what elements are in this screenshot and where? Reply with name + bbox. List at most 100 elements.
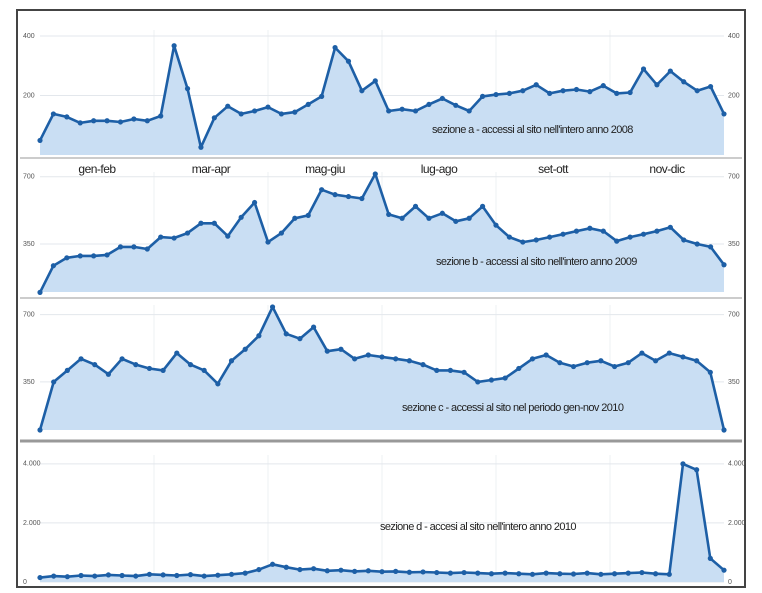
area-fill (40, 306, 724, 430)
point (447, 570, 453, 576)
point (359, 88, 365, 94)
point (529, 571, 536, 577)
point (584, 570, 590, 576)
point (225, 103, 231, 109)
y-tick-label: 350 (23, 379, 35, 386)
point (251, 108, 258, 114)
y2-tick-label: 350 (728, 379, 740, 386)
point (547, 90, 553, 96)
point (144, 246, 150, 252)
point (516, 571, 522, 577)
point (453, 102, 459, 108)
point (104, 118, 110, 124)
point (187, 362, 194, 368)
point (105, 371, 111, 377)
point (119, 356, 125, 362)
point (133, 573, 139, 579)
y2-tick-label: 2.000 (728, 520, 746, 527)
point (201, 367, 207, 373)
point (721, 111, 727, 117)
point (598, 571, 604, 577)
point (292, 215, 298, 221)
point (131, 244, 137, 250)
point (160, 572, 166, 578)
point (160, 367, 166, 373)
point (51, 573, 57, 579)
point (520, 88, 526, 94)
point (251, 199, 258, 206)
point (51, 379, 57, 385)
point (420, 569, 426, 575)
point (543, 570, 549, 576)
point (91, 118, 97, 124)
point (133, 362, 139, 368)
period-label: set-ott (538, 162, 569, 176)
point (533, 82, 539, 88)
point (479, 93, 486, 99)
point (639, 350, 645, 356)
point (64, 255, 70, 261)
point (502, 375, 508, 381)
point (475, 570, 481, 576)
point (694, 467, 700, 473)
point (533, 237, 539, 243)
annotation: sezione c - accessi al sito nel periodo … (402, 402, 624, 414)
point (488, 377, 495, 383)
point (560, 88, 566, 94)
point (174, 572, 180, 579)
point (721, 427, 727, 433)
y-tick-label: 700 (23, 174, 35, 181)
point (488, 571, 495, 577)
point (146, 365, 153, 372)
point (158, 113, 164, 119)
point (297, 336, 303, 342)
point (625, 360, 631, 366)
point (211, 220, 217, 226)
point (338, 567, 344, 573)
point (573, 228, 580, 234)
point (92, 573, 98, 579)
point (466, 108, 472, 114)
point (50, 111, 57, 117)
point (529, 356, 536, 362)
point (681, 79, 687, 85)
point (359, 195, 365, 202)
point (557, 360, 563, 366)
point (434, 569, 440, 576)
point (297, 566, 303, 573)
area-fill (40, 173, 724, 293)
point (611, 571, 618, 577)
point (600, 83, 606, 89)
point (614, 90, 620, 96)
point (707, 244, 714, 250)
point (611, 363, 618, 370)
period-label: gen-feb (78, 162, 116, 176)
point (37, 137, 43, 144)
y2-tick-label: 700 (728, 174, 740, 181)
point (640, 66, 647, 72)
y2-tick-label: 200 (728, 92, 740, 99)
point (64, 114, 70, 120)
y2-tick-label: 700 (728, 311, 740, 318)
point (215, 381, 221, 387)
point (256, 333, 262, 339)
point (707, 83, 714, 90)
point (187, 572, 194, 578)
point (278, 111, 285, 117)
point (707, 555, 713, 561)
point (379, 354, 385, 360)
point (479, 203, 486, 209)
point (345, 58, 352, 64)
point (654, 228, 660, 234)
point (283, 331, 289, 337)
point (78, 572, 84, 579)
y2-tick-label: 4.000 (728, 461, 746, 468)
y-tick-label: 2.000 (23, 520, 41, 527)
point (228, 358, 235, 364)
point (352, 356, 358, 362)
point (117, 244, 124, 250)
point (600, 228, 606, 234)
point (225, 233, 231, 239)
y2-tick-label: 350 (728, 241, 740, 248)
point (345, 193, 352, 200)
